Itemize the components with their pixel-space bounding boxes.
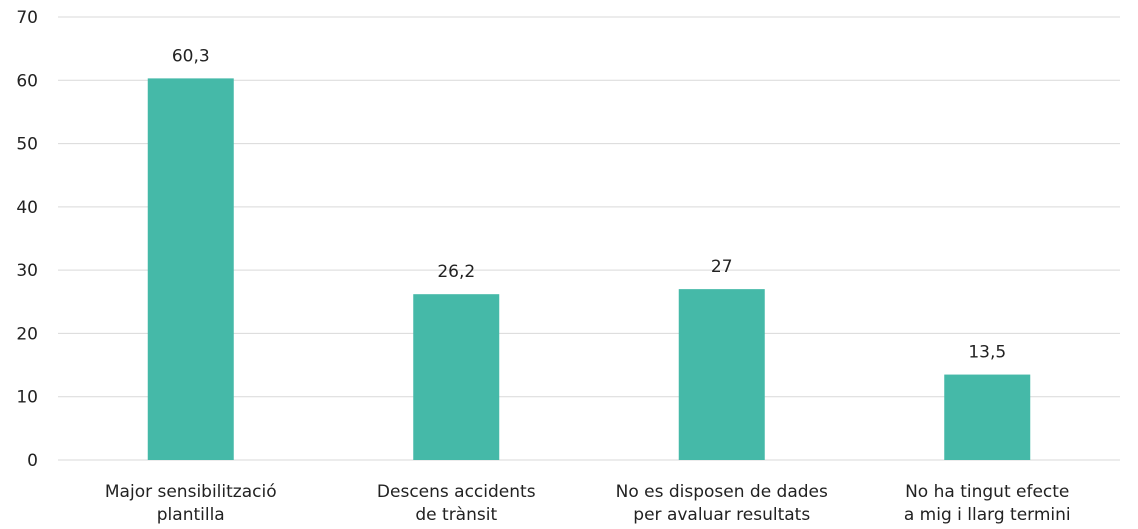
data-label: 60,3: [172, 46, 210, 66]
gridlines: [58, 16, 1120, 461]
bar: [678, 289, 765, 460]
bar: [413, 294, 500, 460]
y-tick-label: 60: [16, 71, 38, 91]
category-label: de trànsit: [415, 505, 497, 525]
bars: [147, 78, 1031, 460]
y-tick-label: 70: [16, 8, 38, 28]
y-tick-label: 30: [16, 261, 38, 281]
bar: [147, 78, 234, 460]
category-label: Descens accidents: [377, 482, 536, 502]
data-label: 13,5: [968, 343, 1006, 363]
category-label: plantilla: [157, 505, 225, 525]
data-label: 26,2: [437, 262, 475, 282]
category-label: Major sensibilització: [105, 482, 277, 502]
y-tick-label: 10: [16, 388, 38, 408]
category-label: per avaluar resultats: [633, 505, 810, 525]
y-tick-label: 40: [16, 198, 38, 218]
category-label: No ha tingut efecte: [905, 482, 1069, 502]
y-tick-label: 0: [27, 451, 38, 471]
data-label: 27: [711, 257, 733, 277]
bar: [944, 374, 1031, 460]
y-tick-label: 50: [16, 135, 38, 155]
category-label: No es disposen de dades: [616, 482, 828, 502]
category-label: a mig i llarg termini: [904, 505, 1071, 525]
y-tick-label: 20: [16, 324, 38, 344]
data-labels: 60,3 26,2 27 13,5: [172, 46, 1006, 362]
x-axis-categories: Major sensibilització plantilla Descens ac…: [105, 482, 1071, 525]
y-axis-ticks: 0 10 20 30 40 50 60 70: [16, 8, 38, 471]
